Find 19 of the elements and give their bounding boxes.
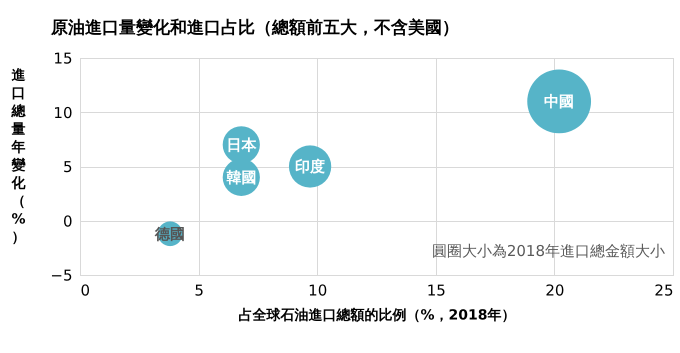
x-tick-label: 15 bbox=[426, 282, 446, 300]
chart-title: 原油進口量變化和進口占比（總額前五大，不含美國） bbox=[50, 18, 459, 38]
x-tick-label: 0 bbox=[80, 282, 90, 300]
x-tick-label: 5 bbox=[194, 282, 204, 300]
x-tick-label: 20 bbox=[545, 282, 564, 300]
text: 進口總量年變化（%） bbox=[11, 68, 26, 246]
series-label: 日本 bbox=[226, 136, 258, 154]
annotation: 圓圈大小為2018年進口總金額大小 bbox=[432, 242, 665, 260]
x-axis-title: 占全球石油進口總額的比例（%，2018年） bbox=[238, 306, 516, 324]
y-tick-label: −5 bbox=[50, 266, 72, 284]
y-tick-label: 15 bbox=[53, 50, 72, 68]
series-label: 中國 bbox=[544, 92, 574, 110]
y-tick-label: 10 bbox=[53, 104, 72, 122]
series-label: 韓國 bbox=[226, 168, 256, 186]
series-label: 印度 bbox=[295, 158, 326, 176]
x-tick-label: 25 bbox=[654, 282, 674, 300]
x-tick-label: 10 bbox=[308, 282, 328, 300]
y-tick-label: 0 bbox=[62, 212, 72, 230]
y-tick-label: 5 bbox=[62, 158, 72, 176]
